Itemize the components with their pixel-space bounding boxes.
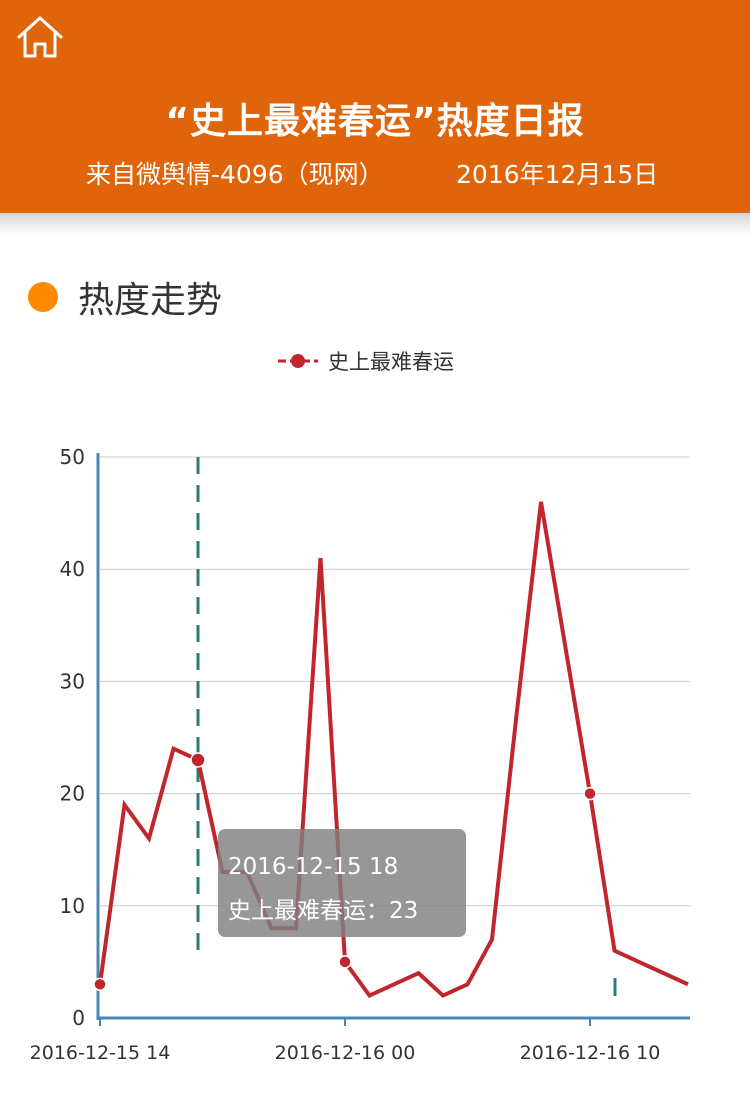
section-title: 热度走势: [78, 280, 223, 321]
y-tick-label: 20: [60, 782, 85, 806]
report-header: “史上最难春运”热度日报 来自微舆情-4096（现网） 2016年12月15日: [0, 0, 750, 213]
x-tick-label: 2016-12-16 10: [520, 1042, 661, 1064]
chart-legend[interactable]: 史上最难春运: [276, 345, 454, 377]
y-tick-label: 40: [60, 557, 85, 581]
series-point: [338, 955, 352, 969]
y-tick-label: 50: [60, 445, 85, 469]
series-point: [93, 977, 107, 992]
tooltip-time: 2016-12-15 18: [228, 854, 399, 880]
y-tick-label: 30: [60, 669, 85, 693]
section-dot-icon: [28, 282, 58, 312]
chart-tooltip: 2016-12-15 18 史上最难春运：23: [218, 829, 466, 937]
trend-chart[interactable]: 0 10 20 30 40 50 2016-12-15 14 2016-12-16 00 201…: [0, 430, 750, 1070]
y-tick-label: 10: [60, 894, 85, 918]
legend-series-label: 史上最难春运: [328, 350, 454, 374]
series-point: [190, 752, 206, 768]
section-heading: 热度走势: [28, 272, 222, 322]
home-icon[interactable]: [15, 14, 65, 60]
report-title: “史上最难春运”热度日报: [165, 101, 585, 142]
legend-line-icon: [278, 354, 318, 368]
y-tick-label: 0: [72, 1006, 85, 1030]
report-date: 2016年12月15日: [456, 160, 659, 189]
x-tick-label: 2016-12-15 14: [30, 1042, 171, 1064]
header-shadow: [0, 213, 750, 235]
series-point: [583, 786, 597, 801]
tooltip-value: 史上最难春运：23: [228, 898, 419, 924]
x-tick-label: 2016-12-16 00: [275, 1042, 416, 1064]
report-source: 来自微舆情-4096（现网）: [86, 160, 384, 189]
